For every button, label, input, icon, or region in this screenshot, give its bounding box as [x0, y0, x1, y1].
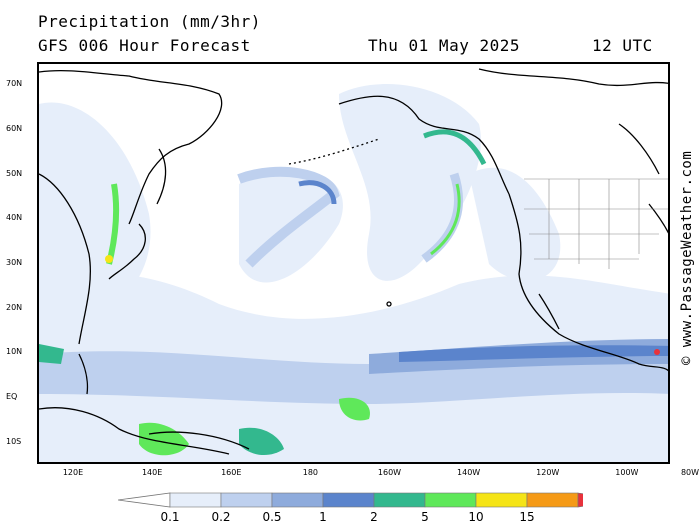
- lat-label: EQ: [6, 392, 18, 401]
- indonesia-coast: [39, 407, 230, 455]
- legend-colorbar: [117, 492, 631, 508]
- precip-core: [239, 427, 284, 456]
- legend-tip-high: [577, 492, 631, 508]
- lon-label: 160W: [377, 468, 402, 477]
- aleutians: [288, 138, 380, 165]
- precip-band: [399, 345, 668, 362]
- credit-text: © www.PassageWeather.com: [679, 151, 695, 365]
- philippines-coast: [78, 353, 89, 395]
- precip-core: [654, 349, 660, 355]
- credit-label: © www.PassageWeather.com: [678, 150, 696, 370]
- china-coast: [39, 173, 92, 345]
- great-lakes: [648, 203, 668, 234]
- asia-coast: [39, 70, 223, 225]
- legend-label: 1: [319, 510, 327, 524]
- front-band: [430, 183, 461, 256]
- legend-label: 0.1: [160, 510, 180, 524]
- map-title: Precipitation (mm/3hr): [38, 12, 261, 31]
- legend-label: 0.2: [211, 510, 231, 524]
- legend-label: 10: [468, 510, 484, 524]
- legend-tip-low: [117, 492, 171, 508]
- forecast-time: 12 UTC: [592, 36, 653, 55]
- japan-coast: [108, 223, 146, 280]
- precip-core: [105, 255, 113, 263]
- precipitation-map: [37, 62, 670, 464]
- lat-label: 30N: [6, 258, 23, 267]
- legend-swatch: [526, 492, 579, 508]
- lon-label: 160E: [221, 468, 242, 477]
- legend-swatch: [271, 492, 324, 508]
- precipitation-field: [39, 84, 668, 462]
- lat-label: 60N: [6, 124, 23, 133]
- credit-svg: © www.PassageWeather.com: [679, 151, 695, 365]
- forecast-date: Thu 01 May 2025: [368, 36, 520, 55]
- lon-label: 120W: [536, 468, 560, 477]
- new-guinea-coast: [148, 431, 250, 450]
- legend-label: 5: [421, 510, 429, 524]
- precip-core: [139, 422, 189, 456]
- lon-label: 180: [302, 468, 319, 477]
- lon-label: 80W: [680, 468, 700, 477]
- lon-label: 140W: [457, 468, 481, 477]
- na-west-coast: [508, 193, 668, 372]
- legend-swatch: [475, 492, 528, 508]
- lat-label: 40N: [6, 213, 23, 223]
- lat-label: 20N: [6, 302, 23, 312]
- legend-swatch: [424, 492, 477, 508]
- legend-label: 2: [370, 510, 378, 524]
- map-canvas: [39, 68, 668, 462]
- coastlines: [39, 68, 668, 455]
- legend-swatch: [220, 492, 273, 508]
- lon-label: 100W: [615, 468, 639, 477]
- lat-label: 70N: [6, 79, 23, 89]
- precip-core: [39, 344, 64, 364]
- lon-label: 120E: [62, 468, 84, 477]
- precip-area: [39, 102, 151, 335]
- legend-label: 0.5: [262, 510, 282, 524]
- front-band: [298, 180, 337, 205]
- legend-label: 15: [519, 510, 535, 524]
- alaska-coast: [338, 95, 510, 195]
- forecast-subtitle: GFS 006 Hour Forecast: [38, 36, 251, 55]
- legend-swatch: [373, 492, 426, 508]
- hawaii: [386, 301, 392, 307]
- precip-core: [339, 397, 370, 421]
- baja-coast: [538, 293, 560, 330]
- legend-swatch: [322, 492, 375, 508]
- na-arctic-coast: [478, 68, 668, 87]
- lon-label: 140E: [141, 468, 163, 477]
- lat-label: 10S: [6, 436, 22, 446]
- lat-label: 50N: [6, 168, 23, 178]
- us-borders: [524, 178, 668, 269]
- lat-label: 10N: [6, 347, 23, 357]
- precip-area: [469, 167, 561, 281]
- legend-swatch: [169, 492, 222, 508]
- hudson-bay: [618, 123, 660, 175]
- kamchatka-coast: [156, 148, 167, 205]
- precip-core: [423, 129, 487, 166]
